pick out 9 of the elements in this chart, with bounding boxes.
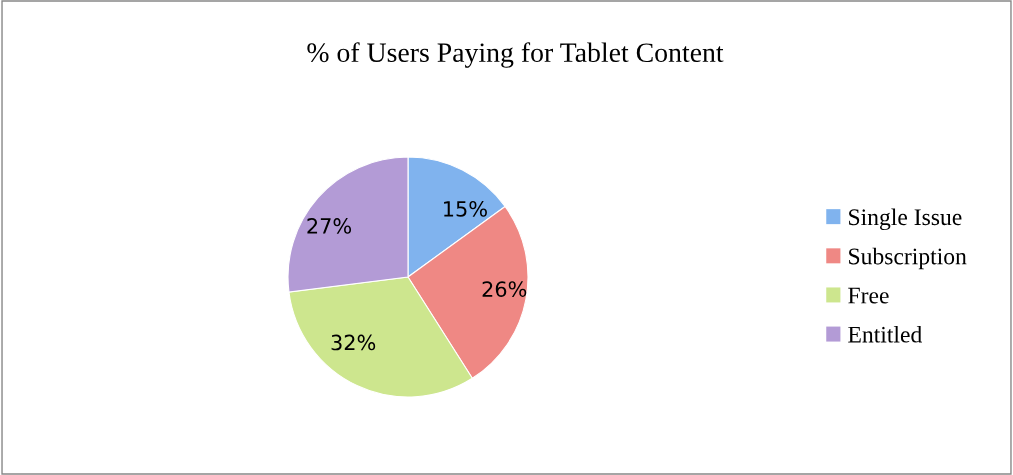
data-label: 26% — [482, 281, 527, 297]
data-label: 15% — [444, 201, 487, 217]
legend-label: Subscription — [849, 247, 967, 270]
chart-title: % of Users Paying for Tablet Content — [307, 42, 724, 68]
data-label: 27% — [307, 218, 352, 234]
legend-label: Entitled — [848, 326, 922, 343]
data-label: 32% — [331, 334, 376, 351]
legend-label: Single Issue — [849, 208, 962, 231]
legend-label: Free — [848, 287, 889, 304]
